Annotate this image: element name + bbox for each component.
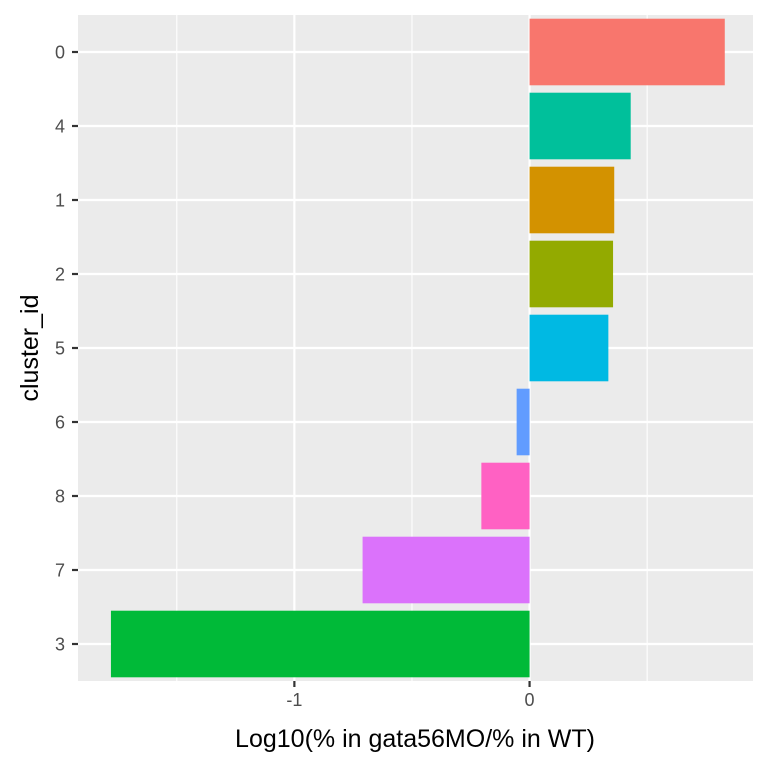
bar-cluster-2: [529, 240, 614, 308]
y-axis-title: cluster_id: [16, 295, 44, 402]
y-tick-label: 6: [55, 413, 65, 433]
bar-cluster-6: [516, 388, 530, 456]
y-tick-label: 8: [55, 487, 65, 507]
x-axis-title: Log10(% in gata56MO/% in WT): [235, 725, 595, 753]
bar-cluster-4: [529, 92, 631, 160]
bars: [110, 18, 725, 678]
y-tick-label: 4: [55, 117, 65, 137]
bar-cluster-0: [529, 18, 725, 86]
x-tick-label: -1: [286, 690, 302, 710]
y-axis-ticks: 0 4 1 2 5 6 8 7 3: [55, 43, 78, 655]
bar-cluster-3: [110, 610, 530, 678]
y-tick-label: 1: [55, 191, 65, 211]
y-tick-label: 7: [55, 561, 65, 581]
x-tick-label: 0: [525, 690, 535, 710]
bar-cluster-8: [481, 462, 530, 530]
y-tick-label: 3: [55, 635, 65, 655]
y-tick-label: 5: [55, 339, 65, 359]
x-axis-ticks: -1 0: [286, 681, 535, 710]
bar-cluster-5: [529, 314, 609, 382]
y-tick-label: 0: [55, 43, 65, 63]
y-tick-label: 2: [55, 265, 65, 285]
bar-cluster-7: [362, 536, 530, 604]
bar-cluster-1: [529, 166, 615, 234]
